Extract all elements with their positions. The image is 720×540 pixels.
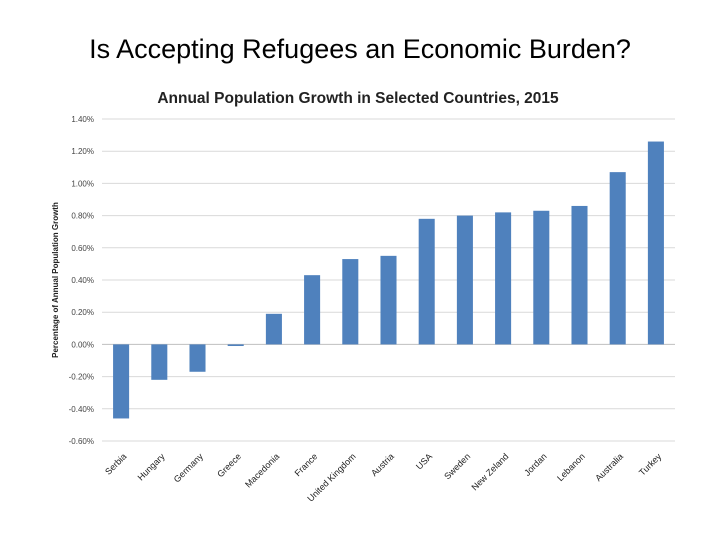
bar-austria [380,255,397,345]
x-tick-label: USA [414,451,434,471]
bar-serbia [113,344,130,419]
x-tick-label: Lebanon [555,451,587,483]
y-tick-label: -0.20% [69,373,94,382]
bar-turkey [647,141,664,345]
y-tick-label: 1.20% [71,147,94,156]
y-tick-labels: 1.40% 1.20% 1.00% 0.80% 0.60% 0.40% 0.20% 0.00%… [69,115,94,446]
x-tick-label: Macedonia [243,451,281,489]
x-tick-label: Turkey [637,451,664,478]
bars [113,141,664,419]
bar-macedonia [265,313,282,345]
y-tick-label: -0.60% [69,437,94,446]
bar-greece [227,344,244,347]
bar-france [304,275,321,345]
y-tick-label: 0.60% [71,244,94,253]
bar-sweden [456,215,473,345]
bar-australia [609,172,626,345]
y-tick-label: 0.20% [71,308,94,317]
y-axis-title: Percentage of Annual Population Growth [51,202,60,358]
x-tick-label: France [293,451,320,478]
slide-title: Is Accepting Refugees an Economic Burden… [89,34,631,64]
y-tick-label: 0.80% [71,212,94,221]
x-tick-label: Serbia [103,451,128,476]
x-tick-label: Australia [593,451,625,483]
bar-jordan [533,210,550,345]
bar-united-kingdom [342,259,359,345]
bar-germany [189,344,206,372]
bar-hungary [151,344,168,380]
x-tick-label: Austria [369,451,396,478]
y-tick-label: 0.40% [71,276,94,285]
y-tick-label: 0.00% [71,340,94,349]
x-tick-label: New Zeland [469,451,510,492]
bar-new-zeland [495,212,512,345]
x-tick-label: Germany [172,451,206,485]
x-tick-label: Greece [215,451,243,479]
x-tick-labels: Serbia Hungary Germany Greece Macedonia Franc… [103,451,664,504]
x-tick-label: Hungary [136,451,167,482]
bar-usa [418,218,435,345]
x-tick-label: Sweden [442,451,472,481]
y-tick-label: 1.00% [71,179,94,188]
chart-title: Annual Population Growth in Selected Cou… [157,90,559,107]
y-tick-label: -0.40% [69,405,94,414]
x-tick-label: Jordan [522,451,549,478]
y-tick-label: 1.40% [71,115,94,124]
bar-lebanon [571,205,588,345]
